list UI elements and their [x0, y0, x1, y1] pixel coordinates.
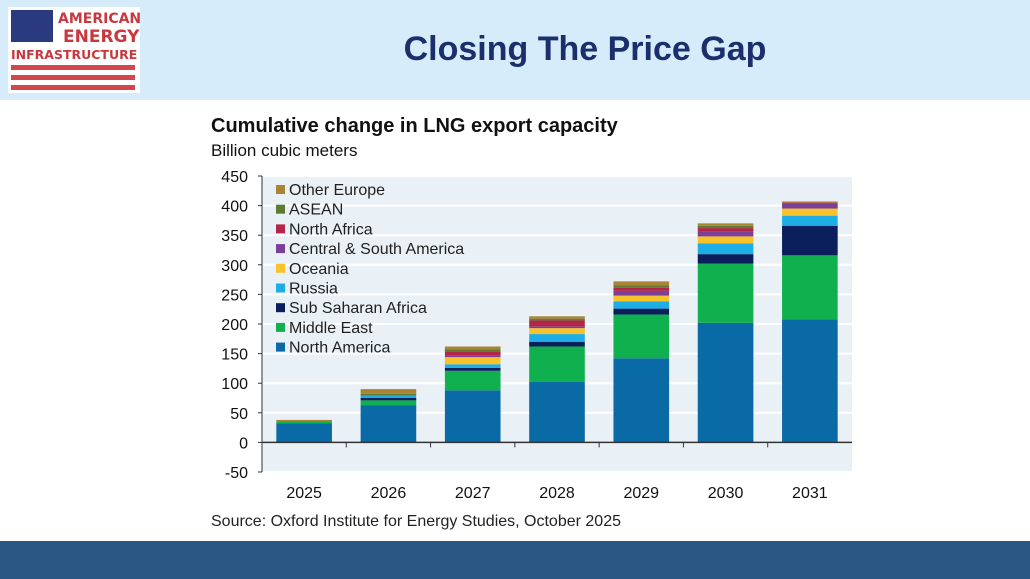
bar-segment-north-africa — [444, 351, 501, 356]
bar-segment-sub-saharan-africa — [782, 225, 838, 256]
american-energy-infrastructure-logo: AMERICAN ENERGY INFRASTRUCTURE — [8, 7, 141, 93]
y-tick-label: 350 — [221, 228, 248, 245]
y-tick-label: 450 — [221, 169, 248, 186]
legend-swatch — [276, 283, 285, 293]
bar-segment-central-south-america — [782, 203, 838, 209]
bar-segment-central-south-america — [529, 326, 585, 329]
legend-swatch — [276, 244, 285, 254]
bar-segment-oceania — [697, 236, 754, 244]
bar-segment-north-america — [360, 405, 417, 443]
bar-segment-middle-east — [444, 370, 501, 391]
bar-segment-russia — [444, 364, 501, 368]
page-title: Closing The Price Gap — [403, 30, 767, 68]
bar-segment-other-europe — [276, 419, 332, 422]
footer-band — [0, 541, 1030, 579]
legend-swatch — [276, 224, 285, 234]
legend-swatch — [276, 342, 285, 352]
legend-label: Middle East — [289, 320, 373, 337]
legend-swatch — [276, 263, 285, 273]
bar-segment-oceania — [529, 328, 585, 335]
us-flag-icon — [11, 10, 53, 42]
y-tick-label: 200 — [221, 317, 248, 334]
x-tick-label: 2029 — [623, 485, 659, 502]
legend-label: Russia — [289, 281, 338, 298]
header-band: AMERICAN ENERGY INFRASTRUCTURE Closing T… — [0, 0, 1030, 100]
bar-segment-sub-saharan-africa — [613, 308, 670, 315]
x-tick-label: 2031 — [792, 485, 828, 502]
bar-segment-north-america — [444, 390, 501, 443]
x-tick-label: 2026 — [371, 485, 407, 502]
bar-segment-north-africa — [782, 202, 838, 204]
chart-source: Source: Oxford Institute for Energy Stud… — [211, 513, 621, 530]
bar-segment-sub-saharan-africa — [360, 398, 417, 401]
bar-segment-russia — [529, 334, 585, 342]
bar-segment-other-europe — [529, 316, 585, 319]
bar-segment-oceania — [444, 357, 501, 365]
bar-segment-other-europe — [782, 201, 838, 203]
bar-segment-middle-east — [697, 263, 754, 323]
y-axis-label: Billion cubic meters — [211, 141, 358, 160]
bar-segment-north-america — [697, 322, 754, 443]
bar-segment-other-europe — [360, 389, 417, 394]
bar-segment-middle-east — [276, 421, 332, 424]
y-tick-label: 150 — [221, 347, 248, 364]
bar-segment-russia — [613, 301, 670, 309]
bar-segment-other-europe — [444, 346, 501, 350]
y-tick-label: 300 — [221, 258, 248, 275]
bar-segment-north-africa — [613, 287, 670, 291]
legend-label: Sub Saharan Africa — [289, 300, 427, 317]
legend-swatch — [276, 303, 285, 313]
legend-swatch — [276, 322, 285, 332]
bar-segment-middle-east — [529, 346, 585, 383]
bar-segment-asean — [444, 349, 501, 352]
legend-label: Oceania — [289, 261, 349, 278]
bar-segment-other-europe — [697, 223, 754, 226]
y-tick-label: 0 — [239, 435, 248, 452]
bar-segment-oceania — [613, 295, 670, 302]
bar-segment-north-america — [782, 319, 838, 443]
y-tick-label: 100 — [221, 376, 248, 393]
bar-segment-asean — [613, 285, 670, 288]
bar-segment-russia — [360, 395, 417, 398]
x-tick-label: 2025 — [286, 485, 322, 502]
bar-segment-middle-east — [613, 314, 670, 359]
bar-segment-sub-saharan-africa — [444, 367, 501, 371]
bar-segment-other-europe — [613, 281, 670, 286]
chart-title: Cumulative change in LNG export capacity — [211, 115, 618, 137]
bar-segment-sub-saharan-africa — [697, 254, 754, 264]
bar-segment-north-america — [529, 382, 585, 443]
legend-label: Other Europe — [289, 182, 385, 199]
legend-label: ASEAN — [289, 202, 343, 219]
y-tick-label: -50 — [225, 465, 248, 482]
bar-segment-north-america — [613, 358, 670, 443]
y-tick-label: 50 — [230, 406, 248, 423]
bar-segment-central-south-america — [444, 355, 501, 358]
x-tick-label: 2028 — [539, 485, 575, 502]
legend-label: Central & South America — [289, 241, 464, 258]
y-tick-label: 400 — [221, 199, 248, 216]
bar-segment-middle-east — [360, 400, 417, 406]
bar-segment-asean — [697, 225, 754, 229]
bar-segment-central-south-america — [697, 231, 754, 237]
bar-segment-north-africa — [529, 320, 585, 327]
bar-segment-asean — [360, 393, 417, 396]
bar-segment-central-south-america — [613, 290, 670, 296]
bar-segment-russia — [697, 243, 754, 255]
bar-segment-sub-saharan-africa — [529, 341, 585, 347]
legend-swatch — [276, 185, 285, 194]
bar-segment-asean — [529, 318, 585, 321]
bar-segment-russia — [782, 215, 838, 226]
bar-segment-oceania — [782, 208, 838, 216]
x-tick-label: 2027 — [455, 485, 491, 502]
y-tick-label: 250 — [221, 287, 248, 304]
legend-label: North America — [289, 340, 390, 357]
bar-segment-middle-east — [782, 255, 838, 320]
x-tick-label: 2030 — [708, 485, 744, 502]
bar-segment-north-africa — [697, 228, 754, 232]
legend-label: North Africa — [289, 221, 373, 238]
bar-segment-north-america — [276, 423, 332, 443]
legend-swatch — [276, 204, 285, 214]
